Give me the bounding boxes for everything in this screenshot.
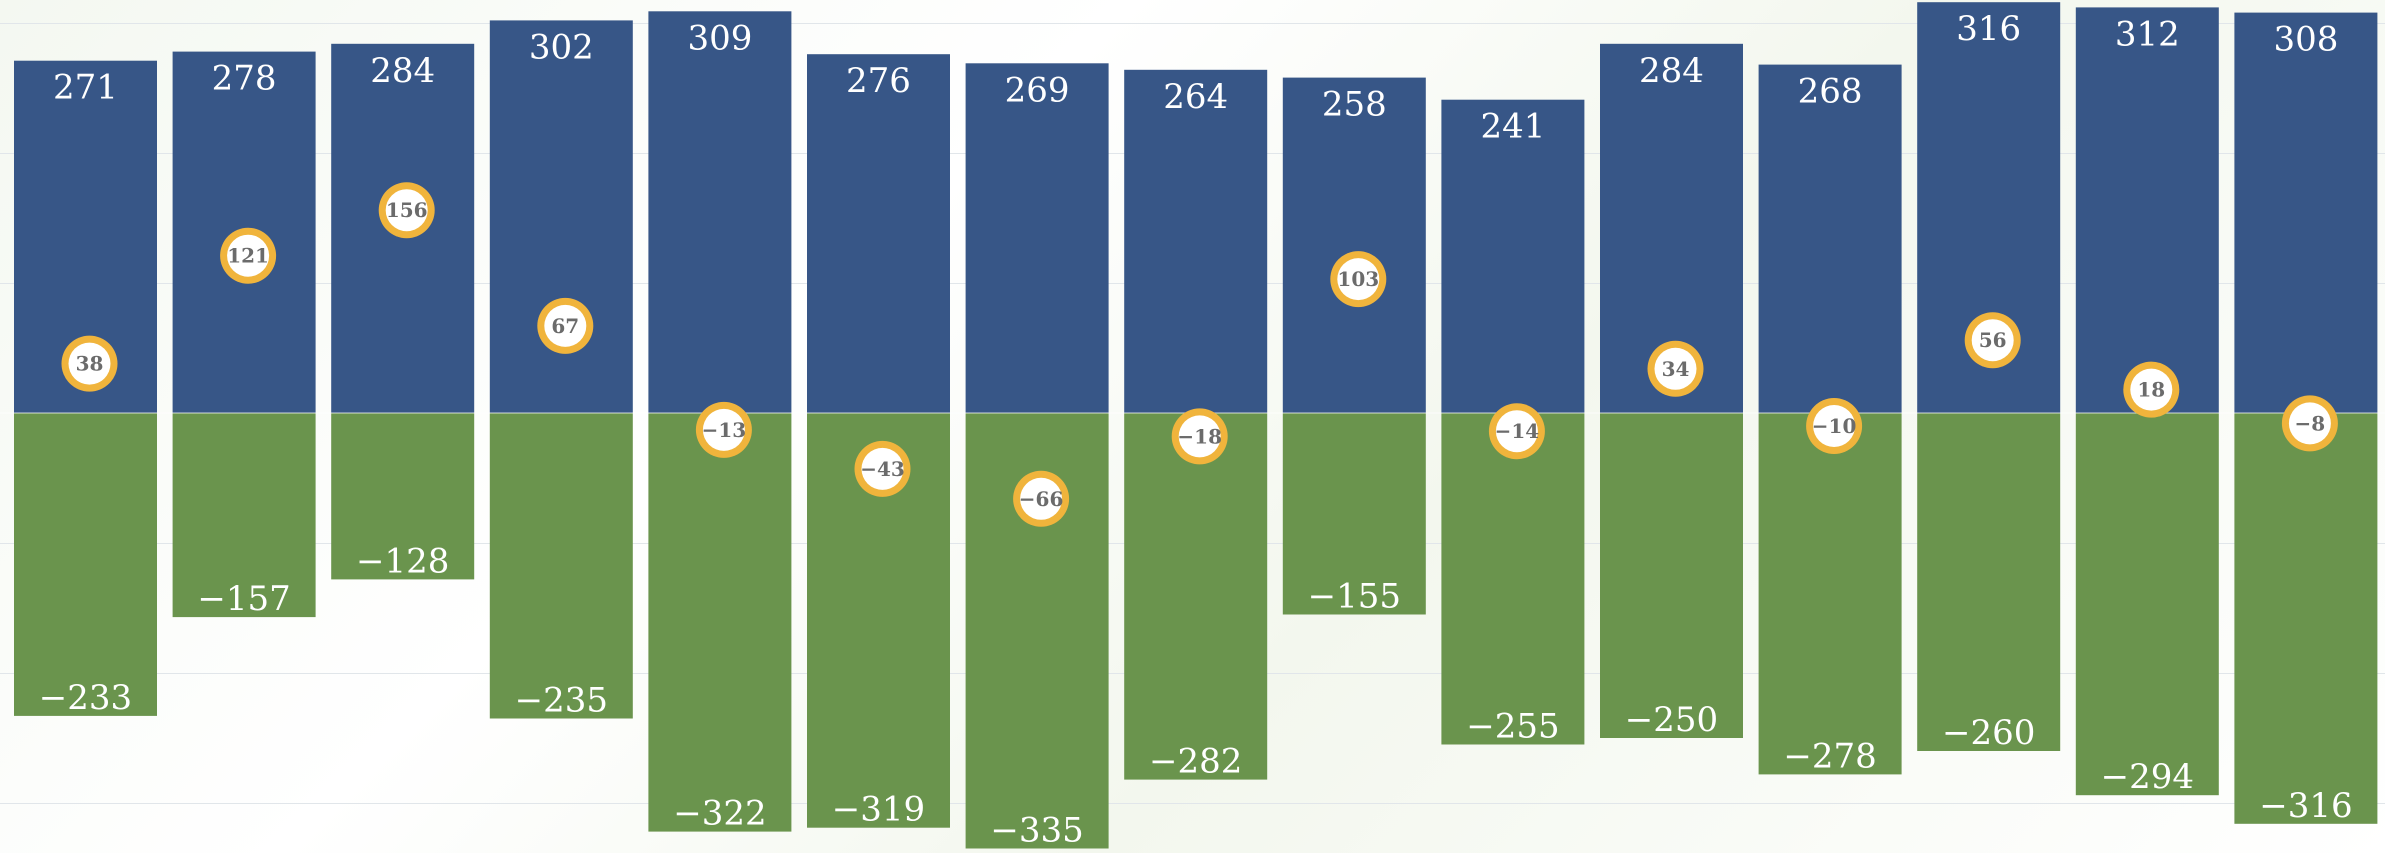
data-label-positive: 309 bbox=[687, 18, 752, 58]
data-label-positive: 271 bbox=[53, 68, 118, 108]
net-marker-dot bbox=[1178, 415, 1221, 458]
data-label-negative: −233 bbox=[39, 678, 132, 718]
data-label-net: 18 bbox=[2137, 378, 2165, 402]
net-marker-dot bbox=[1337, 258, 1380, 301]
data-label-positive: 312 bbox=[2115, 14, 2180, 54]
data-label-negative: −250 bbox=[1625, 700, 1718, 740]
data-label-net: −66 bbox=[1019, 487, 1064, 511]
net-marker-dot bbox=[1971, 319, 2014, 362]
net-marker-dot bbox=[861, 447, 904, 490]
data-label-net: −13 bbox=[702, 418, 747, 442]
data-label-net: −10 bbox=[1812, 414, 1857, 438]
bar-positive bbox=[648, 11, 792, 414]
net-markers: 38 121 156 67 −13 −43 −66 −18 103 −14 34 −10 56 18 −8 bbox=[61, 182, 2338, 527]
data-label-net: 38 bbox=[76, 352, 104, 376]
bar-positive bbox=[1441, 99, 1585, 413]
data-label-positive: 241 bbox=[1480, 107, 1545, 147]
data-label-negative: −322 bbox=[673, 794, 766, 834]
data-label-positive: 278 bbox=[212, 59, 277, 99]
bar-negative bbox=[489, 413, 633, 719]
bar-negative bbox=[1124, 413, 1268, 780]
data-label-negative: −282 bbox=[1149, 742, 1242, 782]
net-marker-dot bbox=[68, 342, 111, 385]
bar-negative bbox=[172, 413, 316, 618]
data-label-positive: 258 bbox=[1322, 85, 1387, 125]
data-label-positive: 276 bbox=[846, 61, 911, 101]
bar-negative bbox=[2234, 413, 2378, 824]
data-label-positive: 284 bbox=[1639, 51, 1704, 91]
data-label-negative: −294 bbox=[2101, 757, 2194, 797]
data-label-negative: −157 bbox=[197, 579, 290, 619]
net-marker-dot bbox=[1495, 410, 1538, 453]
data-label-net: 103 bbox=[1337, 267, 1379, 291]
net-marker-dot bbox=[702, 408, 745, 451]
data-label-positive: 269 bbox=[1005, 70, 1070, 110]
bar-positive bbox=[1282, 77, 1426, 413]
net-marker-dot bbox=[1654, 347, 1697, 390]
data-label-negative: −335 bbox=[990, 811, 1083, 851]
data-label-negative: −155 bbox=[1308, 577, 1401, 617]
bar-positive bbox=[807, 54, 950, 413]
net-marker-dot bbox=[1020, 477, 1063, 520]
bar-positive bbox=[1124, 69, 1268, 414]
data-label-negative: −278 bbox=[1783, 736, 1876, 776]
data-label-positive: 302 bbox=[529, 27, 594, 67]
bar-negative bbox=[1917, 413, 2061, 751]
bar-positive bbox=[1758, 64, 1902, 413]
bar-positive bbox=[489, 20, 633, 414]
data-label-net: 156 bbox=[386, 198, 428, 222]
data-label-net: −8 bbox=[2295, 411, 2326, 435]
value-labels: 271 −233 278 −157 284 −128 302 −235 309 −322 276 −3… bbox=[39, 9, 2353, 850]
data-label-net: 67 bbox=[551, 314, 579, 338]
data-label-negative: −128 bbox=[356, 541, 449, 581]
bars bbox=[14, 2, 2378, 849]
data-label-negative: −316 bbox=[2259, 786, 2352, 826]
data-label-negative: −235 bbox=[515, 681, 608, 721]
data-label-net: 34 bbox=[1662, 357, 1690, 381]
bar-negative bbox=[1758, 413, 1902, 775]
net-marker-dot bbox=[2288, 402, 2331, 445]
data-label-positive: 268 bbox=[1798, 72, 1863, 112]
bar-negative bbox=[648, 413, 792, 832]
net-marker-dot bbox=[2130, 368, 2173, 411]
data-label-positive: 308 bbox=[2273, 20, 2338, 60]
bar-negative bbox=[1600, 413, 1743, 738]
data-label-net: 56 bbox=[1979, 328, 2007, 352]
bar-negative bbox=[14, 413, 157, 716]
bar-negative bbox=[2075, 413, 2219, 796]
bar-positive bbox=[965, 63, 1109, 414]
bar-positive bbox=[2075, 7, 2219, 414]
net-marker-dot bbox=[385, 189, 428, 232]
net-marker-dot bbox=[227, 234, 270, 277]
net-marker-dot bbox=[544, 304, 587, 347]
bar-negative bbox=[1282, 413, 1426, 615]
data-label-negative: −319 bbox=[832, 790, 925, 830]
data-label-net: −43 bbox=[860, 457, 905, 481]
bar-positive bbox=[2234, 12, 2378, 413]
bar-negative bbox=[331, 413, 475, 580]
data-label-negative: −255 bbox=[1466, 707, 1559, 747]
data-label-positive: 316 bbox=[1956, 9, 2021, 49]
net-marker-dot bbox=[1813, 405, 1856, 447]
data-label-net: −18 bbox=[1177, 424, 1222, 448]
data-label-negative: −260 bbox=[1942, 713, 2035, 753]
data-label-net: −14 bbox=[1495, 419, 1540, 443]
data-label-positive: 284 bbox=[370, 51, 435, 91]
data-label-positive: 264 bbox=[1163, 77, 1228, 117]
data-label-net: 121 bbox=[227, 244, 269, 268]
bar-negative bbox=[1441, 413, 1585, 745]
